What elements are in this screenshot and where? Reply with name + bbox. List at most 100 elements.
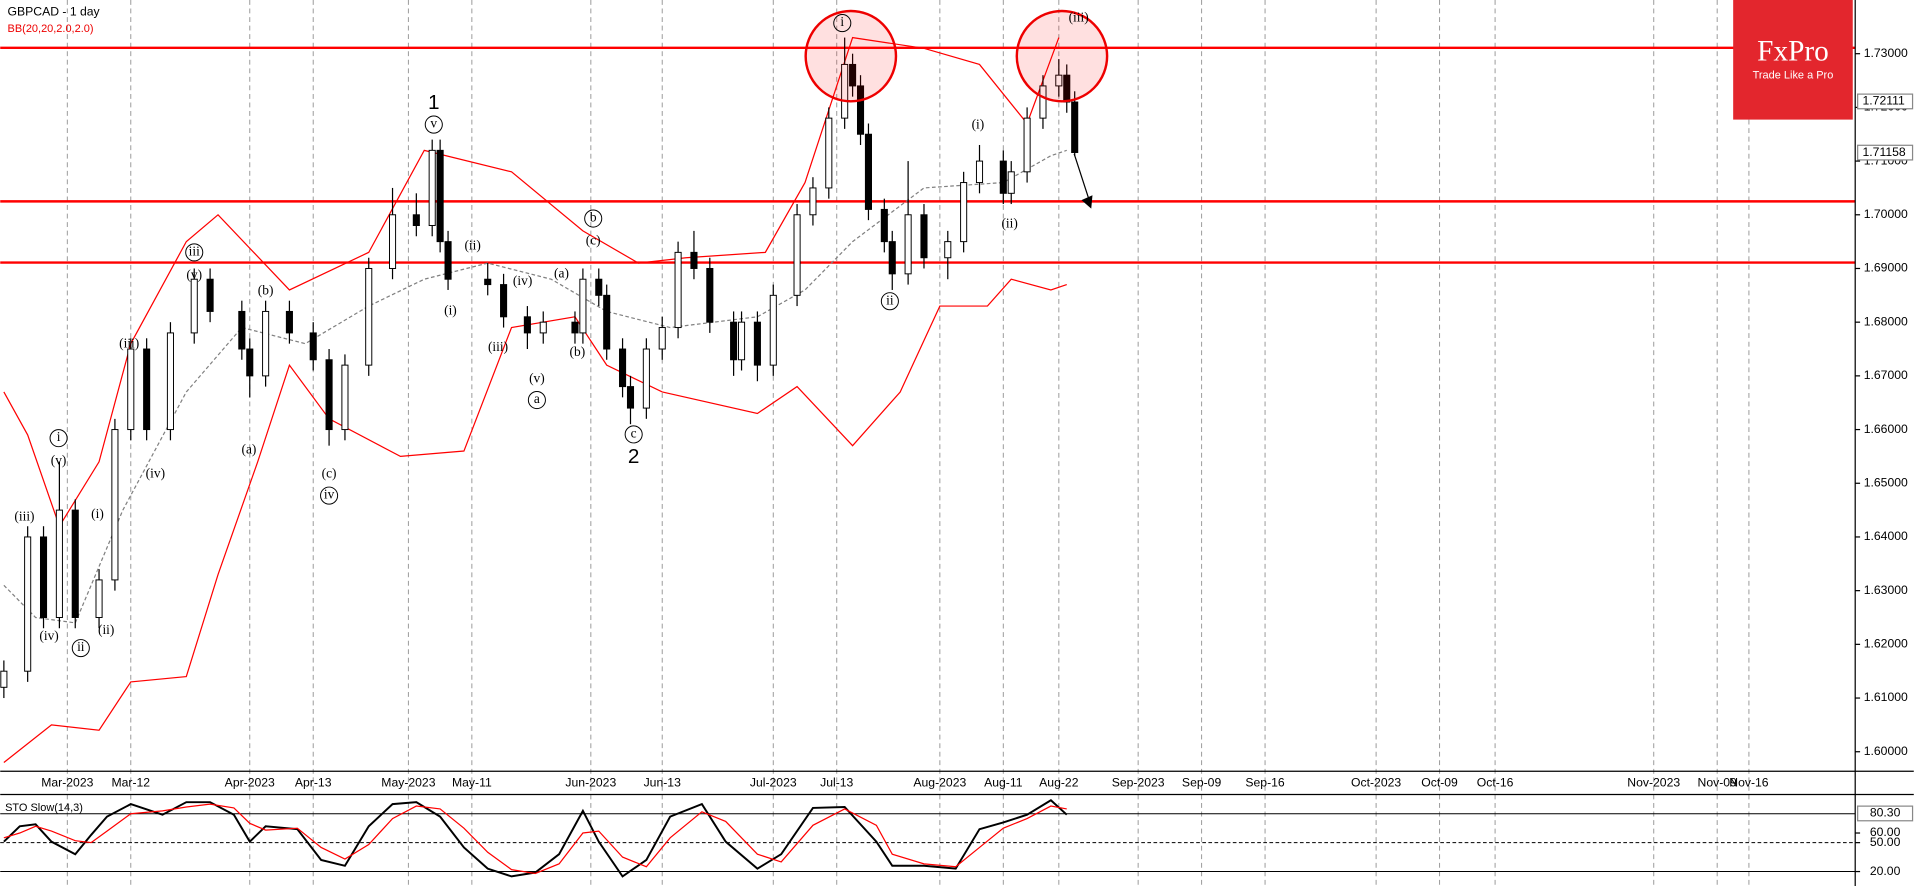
y-tick-label: 1.70000 <box>1864 207 1908 221</box>
candle-body <box>111 429 119 581</box>
candle-body <box>127 348 135 431</box>
x-tick-label: Sep-16 <box>1245 776 1285 790</box>
band-line <box>3 36 1060 528</box>
price-marker-label: 1.72111 <box>1863 94 1905 108</box>
x-tick-label: Jul-2023 <box>750 776 797 790</box>
x-tick-label: Oct-2023 <box>1351 776 1401 790</box>
y-tick-label: 50.00 <box>1870 835 1901 849</box>
candle-body <box>944 241 952 259</box>
wave-label: (i) <box>444 303 457 318</box>
price-marker <box>1857 93 1914 110</box>
wave-label: (c) <box>586 233 601 248</box>
wave-circle <box>185 243 204 262</box>
wave-label: (iii) <box>488 339 508 354</box>
logo-box <box>1733 0 1853 120</box>
candle-body <box>825 117 833 189</box>
candle-body <box>1023 117 1031 173</box>
wave-label: (iv) <box>146 466 165 481</box>
candle-body <box>793 214 801 296</box>
candle-body <box>706 267 714 323</box>
candle-body <box>166 332 174 431</box>
wave-circle <box>71 639 90 658</box>
wave-label: iv <box>324 487 335 502</box>
x-tick-label: May-2023 <box>381 776 435 790</box>
candle-body <box>0 670 8 688</box>
y-tick-label: 1.62000 <box>1864 637 1908 651</box>
logo-tagline: Trade Like a Pro <box>1753 70 1834 82</box>
y-tick-label: 1.60000 <box>1864 744 1908 758</box>
wave-label: v <box>430 116 437 131</box>
wave-label: c <box>631 425 637 440</box>
wave-circle <box>49 429 68 448</box>
panel-title: STO Slow(14,3) <box>5 802 83 814</box>
wave-label: (iii) <box>1069 9 1089 24</box>
candle-body <box>428 149 436 227</box>
price-marker <box>1857 144 1914 161</box>
band-line <box>3 149 1067 624</box>
candle-body <box>571 321 579 334</box>
wave-label: (iii) <box>14 509 34 524</box>
candle-body <box>539 321 547 334</box>
wave-label: b <box>590 210 597 225</box>
wave-label: (b) <box>570 344 586 359</box>
candle-body <box>55 509 63 618</box>
wave-label: (v) <box>529 371 545 386</box>
y-tick-label: 1.67000 <box>1864 368 1908 382</box>
x-tick-label: Aug-2023 <box>913 776 966 790</box>
y-tick-label: 1.66000 <box>1864 422 1908 436</box>
candle-body <box>880 208 888 243</box>
value-marker <box>1857 805 1914 822</box>
wave-label: (iv) <box>39 628 58 643</box>
candle-body <box>246 348 254 377</box>
candle-body <box>674 251 682 329</box>
candle-body <box>619 348 627 388</box>
x-tick-label: Oct-16 <box>1477 776 1514 790</box>
candle-body <box>730 321 738 361</box>
x-tick-label: Jun-2023 <box>565 776 616 790</box>
wave-label: (a) <box>242 442 257 457</box>
price-marker-label: 1.71158 <box>1863 145 1906 159</box>
candle-body <box>388 214 397 269</box>
candle-body <box>206 278 214 312</box>
wave-label: 1 <box>428 91 440 114</box>
candle-body <box>841 63 849 119</box>
wave-label: i <box>840 14 844 29</box>
wave-label: (i) <box>91 506 104 521</box>
candle-body <box>262 310 270 377</box>
candle-body <box>769 294 777 366</box>
candle-body <box>856 85 865 135</box>
candle-body <box>904 214 912 275</box>
y-tick-label: 1.73000 <box>1864 46 1908 60</box>
candle-body <box>738 321 746 361</box>
candle-body <box>603 294 611 350</box>
wave-circle <box>424 115 443 134</box>
wave-label: (a) <box>554 265 569 280</box>
y-tick-label: 20.00 <box>1870 864 1901 878</box>
y-tick-label: 1.65000 <box>1864 475 1908 489</box>
candle-body <box>975 160 984 184</box>
wave-label: 2 <box>628 445 640 468</box>
wave-label: (iii) <box>119 335 139 350</box>
candle-body <box>484 278 492 286</box>
candle-body <box>642 348 650 409</box>
grid-layer <box>0 0 1856 886</box>
candle-body <box>1055 74 1063 87</box>
x-tick-label: Sep-2023 <box>1112 776 1165 790</box>
y-tick-label: 1.61000 <box>1864 690 1908 704</box>
candle-body <box>849 63 857 87</box>
stochastic-line <box>3 799 1068 878</box>
candle-body <box>658 327 666 350</box>
x-tick-label: Sep-09 <box>1182 776 1222 790</box>
candle-body <box>285 310 293 334</box>
stochastic-line <box>3 803 1067 875</box>
candle-body <box>809 187 817 216</box>
wave-circle <box>624 425 643 444</box>
wave-label: (v) <box>186 267 202 282</box>
candle-body <box>365 267 373 366</box>
candle-body <box>1007 171 1015 194</box>
chart-title: GBPCAD - 1 day <box>8 4 101 18</box>
wave-label: i <box>57 429 61 444</box>
candle-body <box>325 359 333 431</box>
